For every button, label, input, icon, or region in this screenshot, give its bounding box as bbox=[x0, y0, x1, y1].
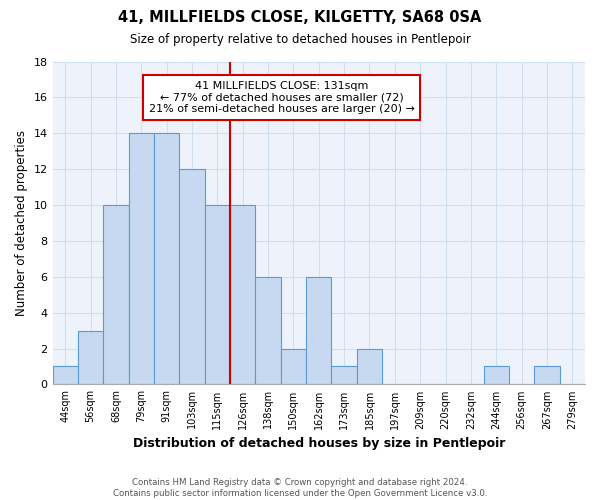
Bar bbox=[53, 366, 78, 384]
Bar bbox=[78, 330, 103, 384]
Text: Size of property relative to detached houses in Pentlepoir: Size of property relative to detached ho… bbox=[130, 32, 470, 46]
Bar bbox=[256, 277, 281, 384]
Bar bbox=[230, 205, 256, 384]
X-axis label: Distribution of detached houses by size in Pentlepoir: Distribution of detached houses by size … bbox=[133, 437, 505, 450]
Bar bbox=[331, 366, 357, 384]
Bar bbox=[103, 205, 128, 384]
Bar bbox=[306, 277, 331, 384]
Text: 41, MILLFIELDS CLOSE, KILGETTY, SA68 0SA: 41, MILLFIELDS CLOSE, KILGETTY, SA68 0SA bbox=[118, 10, 482, 25]
Y-axis label: Number of detached properties: Number of detached properties bbox=[15, 130, 28, 316]
Bar bbox=[128, 134, 154, 384]
Bar bbox=[484, 366, 509, 384]
Text: Contains HM Land Registry data © Crown copyright and database right 2024.
Contai: Contains HM Land Registry data © Crown c… bbox=[113, 478, 487, 498]
Bar bbox=[205, 205, 230, 384]
Bar bbox=[534, 366, 560, 384]
Bar bbox=[154, 134, 179, 384]
Text: 41 MILLFIELDS CLOSE: 131sqm
← 77% of detached houses are smaller (72)
21% of sem: 41 MILLFIELDS CLOSE: 131sqm ← 77% of det… bbox=[149, 81, 415, 114]
Bar bbox=[281, 348, 306, 384]
Bar bbox=[357, 348, 382, 384]
Bar bbox=[179, 169, 205, 384]
